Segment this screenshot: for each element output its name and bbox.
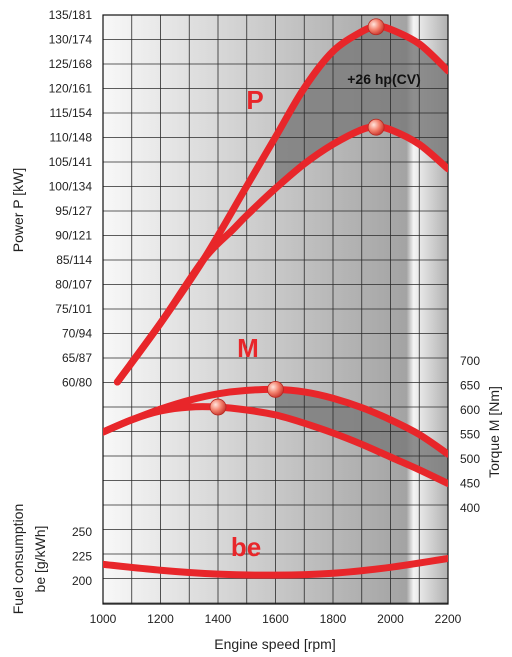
torque-tick-label: 700 — [460, 354, 480, 368]
gain-annotation: +26 hp(CV) — [347, 71, 421, 87]
power-tick-label: 65/87 — [62, 351, 92, 365]
x-tick-label: 1400 — [205, 612, 232, 626]
power-tick-label: 70/94 — [62, 327, 92, 341]
torque-tick-label: 450 — [460, 477, 480, 491]
power-tick-label: 90/121 — [55, 229, 92, 243]
tick-labels: 135/181 130/174 125/168 120/161 115/154 110/1… — [49, 8, 481, 626]
fuel-tick-label: 200 — [72, 574, 92, 588]
peak-markers — [209, 18, 385, 416]
peak-marker-torque — [209, 398, 227, 416]
x-tick-label: 1800 — [320, 612, 347, 626]
fuel-tick-label: 250 — [72, 525, 92, 539]
peak-marker-power — [367, 118, 385, 136]
power-tick-label: 75/101 — [55, 302, 92, 316]
curve-m_low — [103, 403, 448, 487]
power-tick-label: 95/127 — [55, 204, 92, 218]
fuel-tick-label: 225 — [72, 550, 92, 564]
torque-tick-label: 500 — [460, 452, 480, 466]
power-tick-label: 110/148 — [50, 131, 93, 145]
power-tick-label: 80/107 — [55, 278, 92, 292]
power-tick-label: 105/141 — [49, 155, 93, 169]
power-tick-label: 120/161 — [49, 82, 93, 96]
grid — [102, 14, 449, 605]
fuel-axis-title-line1: Fuel consumption — [10, 504, 26, 615]
power-tick-label: 115/154 — [50, 106, 93, 120]
peak-marker-torque — [267, 381, 284, 398]
x-tick-label: 1200 — [147, 612, 174, 626]
x-tick-label: 2200 — [435, 612, 462, 626]
peak-marker-power — [367, 18, 385, 36]
torque-tick-label: 400 — [460, 501, 480, 515]
power-tick-label: 100/134 — [49, 180, 93, 194]
plot-border — [102, 14, 449, 605]
torque-tick-label: 650 — [460, 379, 480, 393]
x-tick-label: 1600 — [262, 612, 289, 626]
power-tick-label: 60/80 — [62, 376, 92, 390]
torque-axis-title: Torque M [Nm] — [486, 386, 502, 478]
power-tick-label: 85/114 — [56, 253, 92, 267]
power-axis-title: Power P [kW] — [10, 168, 26, 253]
power-tick-label: 135/181 — [49, 8, 93, 22]
x-tick-label: 1000 — [90, 612, 117, 626]
curve-label-fuel: be — [231, 532, 261, 562]
curve-p_low — [113, 123, 448, 386]
curve-label-power: P — [246, 85, 263, 115]
x-axis-title: Engine speed [rpm] — [214, 636, 335, 652]
curve-be — [103, 555, 448, 579]
fuel-axis-title-line2: be [g/kWh] — [32, 526, 48, 593]
torque-tick-label: 550 — [460, 428, 480, 442]
x-tick-label: 2000 — [377, 612, 404, 626]
torque-tick-label: 600 — [460, 403, 480, 417]
power-tick-label: 125/168 — [49, 57, 93, 71]
power-tick-label: 130/174 — [49, 33, 93, 47]
curve-label-torque: M — [237, 333, 259, 363]
